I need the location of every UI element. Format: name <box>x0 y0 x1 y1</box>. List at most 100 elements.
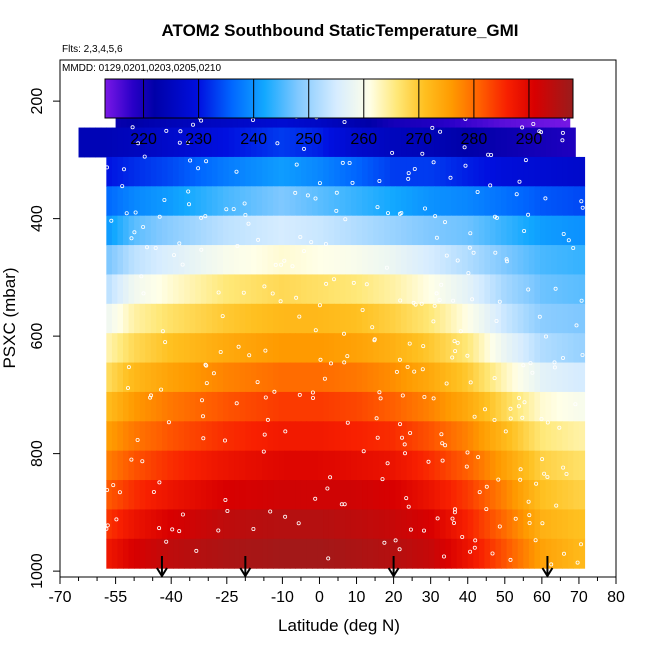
heatmap-cell <box>84 127 91 158</box>
heatmap-cell <box>401 127 408 158</box>
observation-point <box>301 249 306 254</box>
heatmap-cell <box>134 450 141 481</box>
heatmap-cell <box>178 156 185 187</box>
heatmap-cell <box>350 274 358 305</box>
observation-point <box>122 167 127 172</box>
observation-point <box>234 169 239 174</box>
heatmap-cell <box>239 245 246 275</box>
heatmap-cell <box>167 362 174 393</box>
observation-point <box>466 271 471 276</box>
heatmap-cell <box>139 362 146 393</box>
heatmap-cell <box>200 333 208 364</box>
heatmap-cell <box>528 509 536 540</box>
heatmap-cell <box>228 421 235 452</box>
observation-point <box>218 349 223 354</box>
heatmap-cell <box>278 362 285 393</box>
heatmap-cell <box>284 156 291 187</box>
heatmap-cell <box>401 186 408 217</box>
x-tick-label: 80 <box>607 589 625 606</box>
heatmap-cell <box>384 538 391 569</box>
heatmap-cell <box>195 538 202 569</box>
heatmap-cell <box>111 450 119 481</box>
heatmap-cell <box>439 274 447 305</box>
heatmap-cell <box>211 127 219 158</box>
heatmap-cell <box>350 391 358 422</box>
heatmap-cell <box>501 362 508 393</box>
observation-point <box>159 387 164 392</box>
heatmap-cell <box>528 538 536 569</box>
observation-point <box>465 353 470 358</box>
heatmap-cell <box>523 186 530 217</box>
y-tick-label: 1000 <box>29 553 46 589</box>
heatmap-cell <box>534 186 541 217</box>
heatmap-cell <box>189 391 196 422</box>
heatmap-cell <box>139 509 146 540</box>
observation-point <box>517 179 522 184</box>
heatmap-cell <box>389 303 397 334</box>
heatmap-cell <box>384 215 391 246</box>
heatmap-cell <box>562 480 569 510</box>
heatmap-cell <box>489 480 497 510</box>
heatmap-cell <box>378 303 385 334</box>
observation-point <box>439 432 444 437</box>
observation-point <box>223 497 228 502</box>
observation-point <box>135 437 140 442</box>
observation-point <box>522 400 527 405</box>
heatmap-cell <box>106 362 113 393</box>
heatmap-cell <box>523 333 530 364</box>
heatmap-cell <box>111 421 119 452</box>
heatmap-cell <box>228 450 235 481</box>
heatmap-cell <box>289 245 296 275</box>
heatmap-cell <box>206 450 213 481</box>
heatmap-cell <box>562 421 569 452</box>
observation-point <box>440 458 445 463</box>
heatmap-cell <box>495 391 502 422</box>
observation-point <box>347 160 352 165</box>
heatmap-cell <box>295 362 302 393</box>
heatmap-cell <box>417 274 424 305</box>
heatmap-cell <box>556 450 563 481</box>
x-tick-label: 60 <box>533 589 551 606</box>
heatmap-cell <box>423 303 430 334</box>
heatmap-cell <box>206 362 213 393</box>
observation-point <box>473 538 478 543</box>
observation-point <box>543 196 548 201</box>
heatmap-cell <box>350 245 358 275</box>
heatmap-cell <box>439 156 447 187</box>
heatmap-cell <box>178 538 185 569</box>
observation-point <box>109 218 114 223</box>
observation-point <box>282 258 287 263</box>
heatmap-cell <box>173 245 180 275</box>
heatmap-cell <box>523 538 530 569</box>
observation-point <box>204 363 209 368</box>
heatmap-cell <box>178 509 185 540</box>
heatmap-cell <box>451 303 458 334</box>
heatmap-cell <box>306 245 313 275</box>
heatmap-cell <box>184 186 191 217</box>
observation-point <box>361 449 366 454</box>
heatmap-cell <box>289 333 296 364</box>
heatmap-cell <box>495 333 502 364</box>
heatmap-cell <box>317 362 324 393</box>
heatmap-cell <box>334 156 341 187</box>
heatmap-cell <box>161 215 169 246</box>
heatmap-cell <box>273 391 280 422</box>
heatmap-cell <box>356 274 363 305</box>
x-tick-label: 70 <box>570 589 588 606</box>
heatmap-cell <box>306 186 313 217</box>
heatmap-cell <box>478 509 486 540</box>
heatmap-cell <box>489 186 497 217</box>
heatmap-cell <box>350 450 358 481</box>
heatmap-cell <box>345 186 352 217</box>
heatmap-cell <box>256 391 263 422</box>
heatmap-cell <box>534 245 541 275</box>
heatmap-cell <box>150 391 157 422</box>
heatmap-cell <box>528 303 536 334</box>
heatmap-cell <box>578 303 586 334</box>
heatmap-cell <box>123 127 130 158</box>
heatmap-cell <box>567 480 574 510</box>
heatmap-cell <box>412 391 419 422</box>
heatmap-cell <box>517 303 524 334</box>
heatmap-cell <box>239 333 246 364</box>
heatmap-cell <box>384 274 391 305</box>
